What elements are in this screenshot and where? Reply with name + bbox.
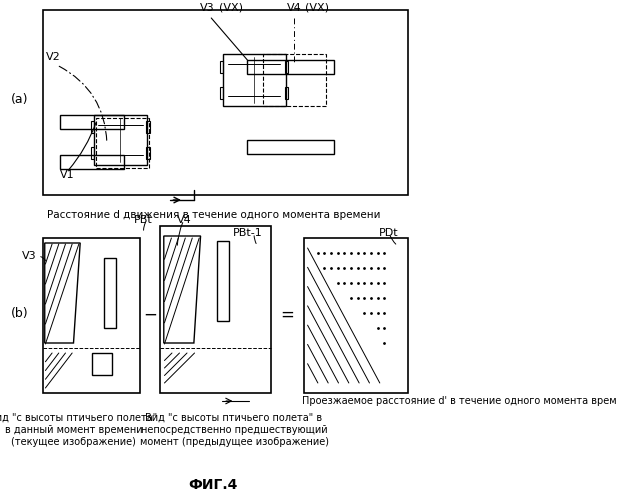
Text: V4: V4 [176, 215, 191, 225]
Text: Проезжаемое расстояние d' в течение одного момента времени: Проезжаемое расстояние d' в течение одно… [302, 396, 617, 406]
Bar [91, 147, 94, 159]
Bar [91, 121, 94, 133]
Text: PBt-1: PBt-1 [233, 228, 262, 238]
Bar [220, 61, 223, 73]
Text: Вид "с высоты птичьего полета": Вид "с высоты птичьего полета" [0, 413, 157, 423]
Bar [96, 118, 149, 168]
Text: V4: V4 [287, 3, 302, 13]
Text: PDt: PDt [379, 228, 399, 238]
Bar [263, 54, 326, 106]
Text: момент (предыдущее изображение): момент (предыдущее изображение) [139, 437, 328, 447]
Bar [104, 258, 115, 328]
Text: Расстояние d движения в течение одного момента времени: Расстояние d движения в течение одного м… [47, 210, 381, 220]
Bar [94, 115, 147, 165]
Bar [223, 54, 286, 106]
Bar [285, 87, 288, 99]
Bar [285, 61, 288, 73]
Text: (текущее изображение): (текущее изображение) [11, 437, 136, 447]
Bar [43, 10, 408, 195]
Bar [146, 147, 150, 159]
Text: V2: V2 [46, 52, 60, 62]
Bar [60, 155, 123, 169]
Bar [60, 115, 123, 129]
Text: PBt: PBt [135, 215, 153, 225]
Text: V1: V1 [60, 170, 75, 180]
Text: Вид "с высоты птичьего полета" в: Вид "с высоты птичьего полета" в [146, 413, 323, 423]
Bar [220, 87, 223, 99]
Text: (a): (a) [11, 94, 29, 106]
Text: ФИГ.4: ФИГ.4 [188, 478, 238, 492]
Bar [91, 353, 112, 375]
Bar [160, 226, 271, 393]
Text: в данный момент времени: в данный момент времени [5, 425, 143, 435]
Text: V3: V3 [22, 251, 37, 261]
Text: −: − [144, 306, 157, 324]
Text: V3: V3 [200, 3, 215, 13]
Text: непосредственно предшествующий: непосредственно предшествующий [141, 425, 327, 435]
Text: =: = [281, 306, 294, 324]
Bar [146, 121, 150, 133]
Bar [304, 238, 408, 393]
Bar [247, 60, 334, 74]
Bar [247, 140, 334, 154]
Text: (VX): (VX) [305, 3, 329, 13]
Text: (b): (b) [11, 306, 29, 320]
Bar [217, 241, 230, 321]
Text: (VX): (VX) [219, 3, 243, 13]
Bar [43, 238, 141, 393]
